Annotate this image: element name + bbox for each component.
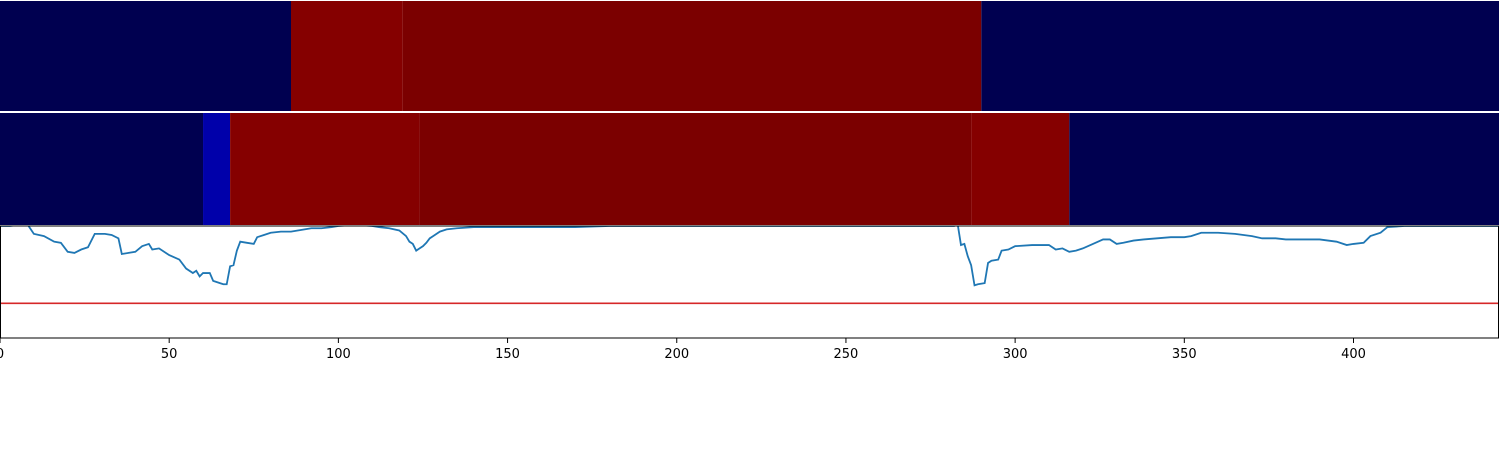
heatmap-cell-high-1 [291, 1, 403, 111]
x-tick-label-0: 0 [0, 347, 4, 362]
heatmap-cell-background-0 [0, 113, 204, 225]
x-tick-label-300: 300 [1003, 347, 1028, 362]
heatmap-cell-high-4 [971, 113, 1070, 225]
heatmap-cell-high_dark-3 [419, 113, 972, 225]
heatmap-cell-mid-1 [203, 113, 231, 225]
heatmap-cell-background-3 [981, 1, 1499, 111]
x-tick-label-200: 200 [664, 347, 689, 362]
plot-frame [0, 225, 1499, 339]
plot-background [0, 226, 1499, 338]
line-plot-panel [0, 225, 1499, 339]
x-tick-label-250: 250 [834, 347, 859, 362]
x-axis: 0 50 100 150 200 250 300 350 400 [0, 338, 1366, 362]
x-tick-label-400: 400 [1341, 347, 1366, 362]
x-tick-label-350: 350 [1172, 347, 1197, 362]
heatmap-cell-background-0 [0, 1, 292, 111]
heatmap-cell-high_dark-2 [402, 1, 982, 111]
x-tick-label-50: 50 [161, 347, 178, 362]
top-heatmap-strip [0, 1, 1499, 111]
heatmap-cell-high-2 [230, 113, 420, 225]
heatmap-cell-background-5 [1069, 113, 1499, 225]
middle-heatmap-strip [0, 113, 1499, 225]
x-tick-label-100: 100 [326, 347, 351, 362]
x-tick-label-150: 150 [495, 347, 520, 362]
series-line-blue [0, 226, 1499, 287]
